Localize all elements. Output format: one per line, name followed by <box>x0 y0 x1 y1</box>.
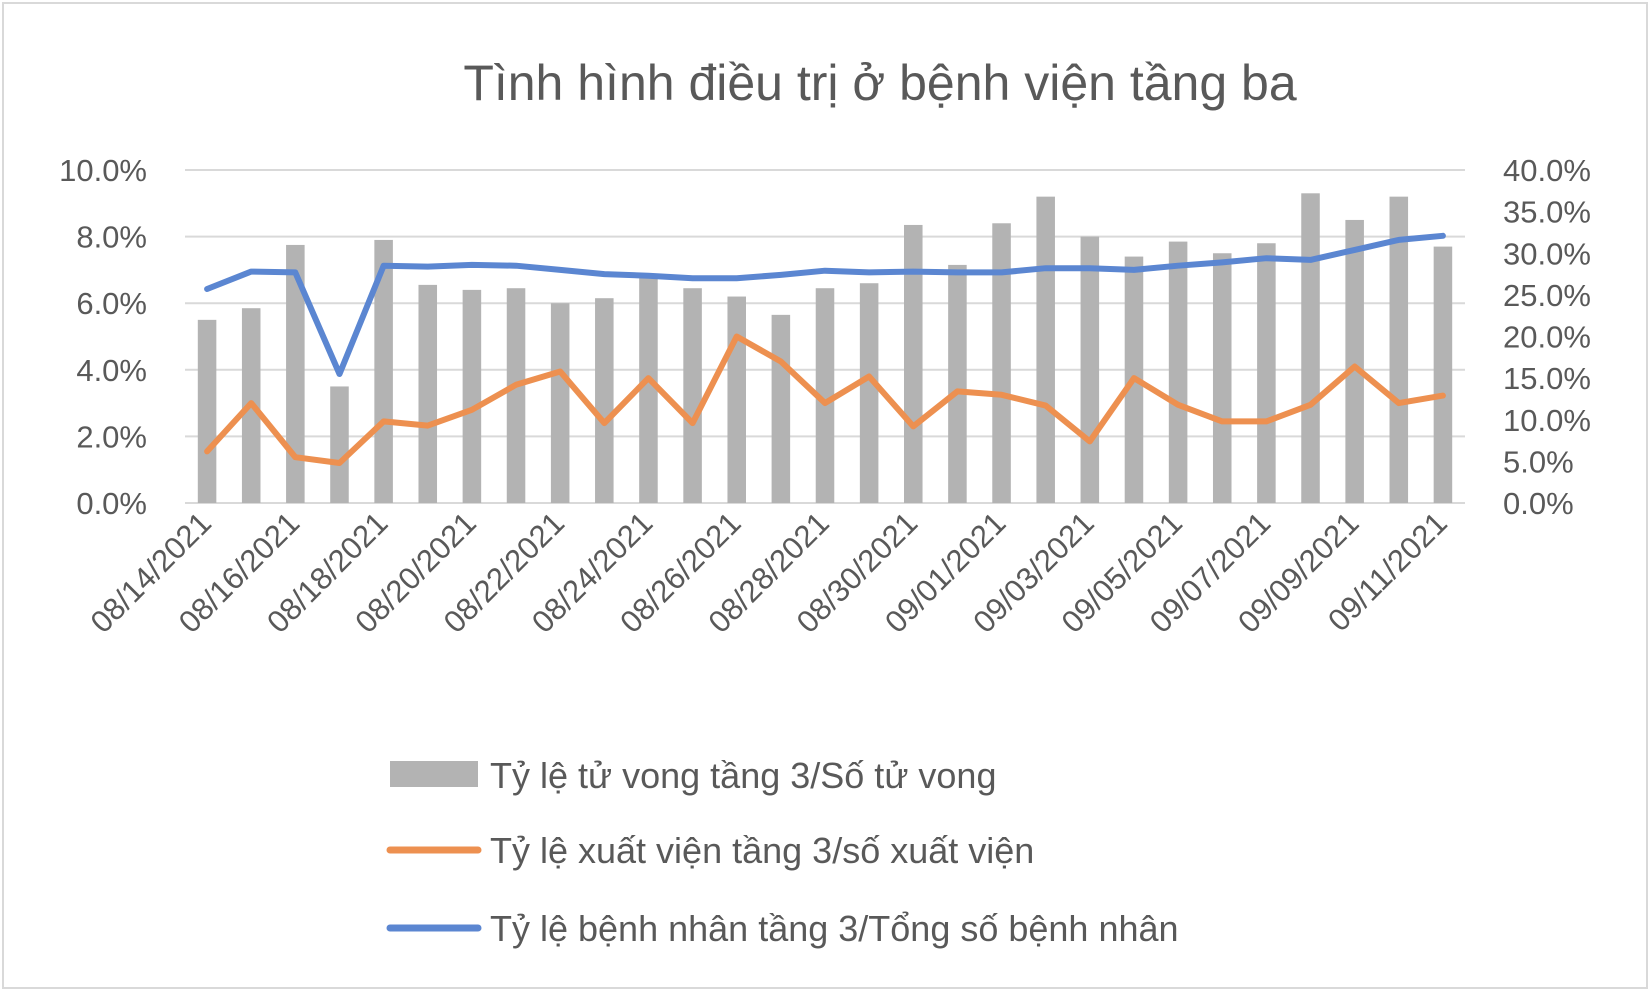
bar <box>992 223 1011 503</box>
bar <box>462 289 482 503</box>
bar <box>330 386 349 503</box>
bar <box>815 288 835 503</box>
y-left-tick-label: 6.0% <box>76 286 147 321</box>
series-line <box>204 333 1446 466</box>
bar <box>595 298 614 503</box>
y-right-tick-label: 20.0% <box>1503 320 1591 355</box>
y-right-tick-label: 15.0% <box>1503 361 1591 396</box>
bar <box>506 288 526 503</box>
line-series <box>204 232 1446 466</box>
y-left-tick-label: 8.0% <box>76 220 147 255</box>
bar <box>1212 253 1232 503</box>
y-right-tick-label: 5.0% <box>1503 444 1574 479</box>
y-right-tick-label: 40.0% <box>1503 153 1591 188</box>
y-axis-left: 0.0% 2.0% 4.0% 6.0% 8.0% 10.0% <box>59 153 147 521</box>
chart-title: Tình hình điều trị ở bệnh viện tầng ba <box>463 55 1297 111</box>
series-line <box>204 232 1446 377</box>
gridlines <box>185 169 1465 504</box>
y-right-tick-label: 10.0% <box>1503 403 1591 438</box>
bar <box>771 314 791 503</box>
y-left-tick-label: 4.0% <box>76 353 147 388</box>
y-right-tick-label: 35.0% <box>1503 195 1591 230</box>
bar <box>1168 241 1188 503</box>
bar <box>1433 246 1453 503</box>
x-axis: 08/14/202108/16/202108/18/202108/20/2021… <box>84 505 1454 639</box>
y-right-tick-label: 30.0% <box>1503 236 1591 271</box>
y-left-tick-label: 10.0% <box>59 153 147 188</box>
bar <box>286 244 305 504</box>
bar <box>418 284 438 503</box>
legend-label: Tỷ lệ bệnh nhân tầng 3/Tổng số bệnh nhân <box>490 908 1179 949</box>
legend-swatch-bar <box>390 761 478 787</box>
bar <box>550 303 570 503</box>
bar <box>197 319 217 503</box>
legend-label: Tỷ lệ xuất viện tầng 3/số xuất viện <box>490 830 1034 871</box>
bar <box>948 264 967 503</box>
bar-series <box>197 193 1453 504</box>
y-right-tick-label: 0.0% <box>1503 486 1574 521</box>
y-axis-right: 0.0% 5.0% 10.0% 15.0% 20.0% 25.0% 30.0% 35.0% 40… <box>1503 153 1591 521</box>
bar <box>1301 193 1320 503</box>
bar <box>374 239 393 503</box>
legend: Tỷ lệ tử vong tầng 3/Số tử vong Tỷ lệ xuấ… <box>386 755 1179 949</box>
bar <box>1345 219 1364 503</box>
bar <box>859 283 879 503</box>
bar <box>1036 196 1055 503</box>
legend-label: Tỷ lệ tử vong tầng 3/Số tử vong <box>490 755 996 796</box>
bar <box>639 274 658 503</box>
y-left-tick-label: 2.0% <box>76 419 147 454</box>
bar <box>1257 243 1276 503</box>
bar <box>683 288 702 503</box>
y-left-tick-label: 0.0% <box>76 486 147 521</box>
bar <box>1389 196 1409 503</box>
bar <box>727 296 746 503</box>
bar <box>1080 236 1100 503</box>
y-right-tick-label: 25.0% <box>1503 278 1591 313</box>
bar <box>904 224 923 503</box>
